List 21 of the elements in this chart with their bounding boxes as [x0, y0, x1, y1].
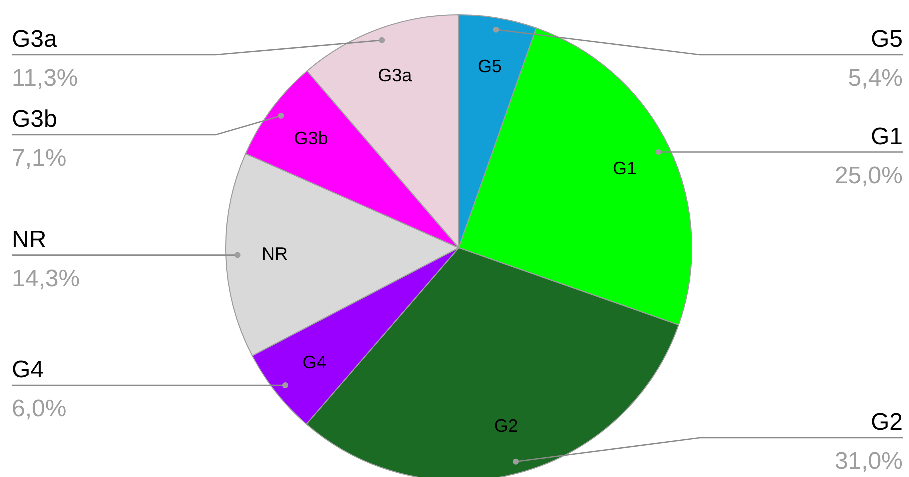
- slice-label: NR: [262, 244, 288, 264]
- data-label: 25,0%: [834, 162, 903, 190]
- slice-label: G5: [478, 56, 502, 77]
- slice-label: G3a: [378, 65, 414, 86]
- slice-label: NR: [12, 226, 47, 254]
- slice-label: G5: [870, 26, 903, 53]
- slice-label: G2: [494, 416, 518, 436]
- data-label: 7,1%: [12, 145, 67, 172]
- slice-label: G2: [870, 409, 903, 436]
- data-label: 31,0%: [834, 448, 903, 475]
- slice-label: G3b: [12, 106, 58, 133]
- slice-label: G4: [302, 352, 327, 372]
- data-label: 6,0%: [12, 395, 67, 422]
- slice-label: G3a: [12, 26, 58, 53]
- data-label: 11,3%: [12, 65, 78, 92]
- slice-label: G1: [612, 158, 637, 178]
- data-label: 14,3%: [12, 265, 80, 292]
- slice-label: G3b: [294, 128, 328, 148]
- slice-label: G1: [870, 123, 903, 150]
- data-label: 5,4%: [848, 65, 903, 92]
- slice-label: G4: [12, 356, 44, 384]
